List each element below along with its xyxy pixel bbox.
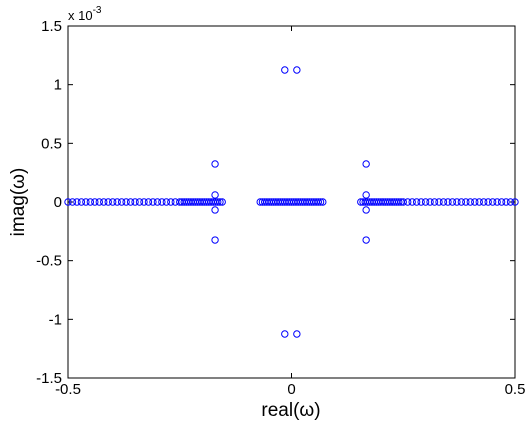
y-tick-label: 1 (54, 77, 62, 94)
y-tick-label: -1.5 (36, 370, 62, 387)
data-point (399, 198, 407, 206)
x-tick-label: 0 (287, 381, 295, 398)
y-tick-label: -0.5 (36, 253, 62, 270)
data-point (167, 198, 175, 206)
data-point (73, 198, 81, 206)
data-point (439, 198, 448, 206)
data-point (316, 198, 325, 206)
data-point (506, 198, 515, 206)
data-point (362, 206, 370, 214)
data-point (117, 198, 126, 206)
data-point (216, 198, 224, 206)
data-point (484, 198, 492, 206)
data-point (314, 198, 323, 206)
data-point (82, 198, 90, 206)
y-axis-label: imag(ω) (8, 168, 29, 237)
data-point (395, 198, 403, 206)
data-point (448, 198, 457, 206)
data-point (281, 66, 289, 74)
data-point (68, 198, 77, 206)
data-point (91, 198, 99, 206)
data-point (144, 198, 153, 206)
data-point (211, 206, 219, 214)
data-point (162, 198, 171, 206)
data-point (140, 198, 148, 206)
data-point (135, 198, 144, 206)
data-point (77, 198, 86, 206)
data-point (149, 198, 157, 206)
data-point (319, 198, 327, 206)
data-point (113, 198, 121, 206)
data-point (211, 160, 219, 168)
data-point (412, 198, 421, 206)
data-point (100, 198, 108, 206)
data-point (86, 198, 95, 206)
data-point (488, 198, 497, 206)
data-point (404, 198, 412, 206)
data-point (158, 198, 166, 206)
data-point (426, 198, 434, 206)
data-point (218, 198, 226, 206)
data-point (462, 198, 470, 206)
multiplier-base: x 10 (68, 8, 93, 23)
data-point (444, 198, 452, 206)
y-tick-label: 0 (54, 194, 62, 211)
data-point (435, 198, 443, 206)
data-point (122, 198, 130, 206)
data-point (421, 198, 430, 206)
data-point (475, 198, 483, 206)
data-point (104, 198, 112, 206)
data-point (408, 198, 416, 206)
data-point (293, 66, 301, 74)
data-point (511, 198, 519, 206)
data-point (109, 198, 117, 206)
multiplier-exponent: -3 (93, 5, 102, 16)
x-tick-label: 0.5 (505, 381, 526, 398)
data-point (64, 198, 72, 206)
data-point (281, 330, 289, 338)
data-point (430, 198, 439, 206)
data-point (493, 198, 501, 206)
data-point (131, 198, 139, 206)
data-point (471, 198, 479, 206)
y-tick-label: 1.5 (41, 18, 62, 35)
data-point (362, 160, 370, 168)
data-point (362, 236, 370, 244)
data-point (95, 198, 103, 206)
y-tick-label: -1 (49, 311, 62, 328)
data-point (214, 198, 222, 206)
data-point (211, 236, 219, 244)
data-point (211, 191, 219, 199)
data-point (362, 191, 370, 199)
data-point (480, 198, 488, 206)
data-point (453, 198, 461, 206)
data-point (502, 198, 510, 206)
y-tick-label: 0.5 (41, 135, 62, 152)
data-point (126, 198, 135, 206)
y-multiplier: x 10-3 (68, 5, 102, 23)
x-tick-label: -0.5 (55, 381, 81, 398)
data-point (457, 198, 466, 206)
data-point (497, 198, 506, 206)
data-point (293, 330, 301, 338)
data-point (153, 198, 162, 206)
data-point (466, 198, 474, 206)
data-point (417, 198, 425, 206)
x-axis-label: real(ω) (261, 400, 320, 421)
